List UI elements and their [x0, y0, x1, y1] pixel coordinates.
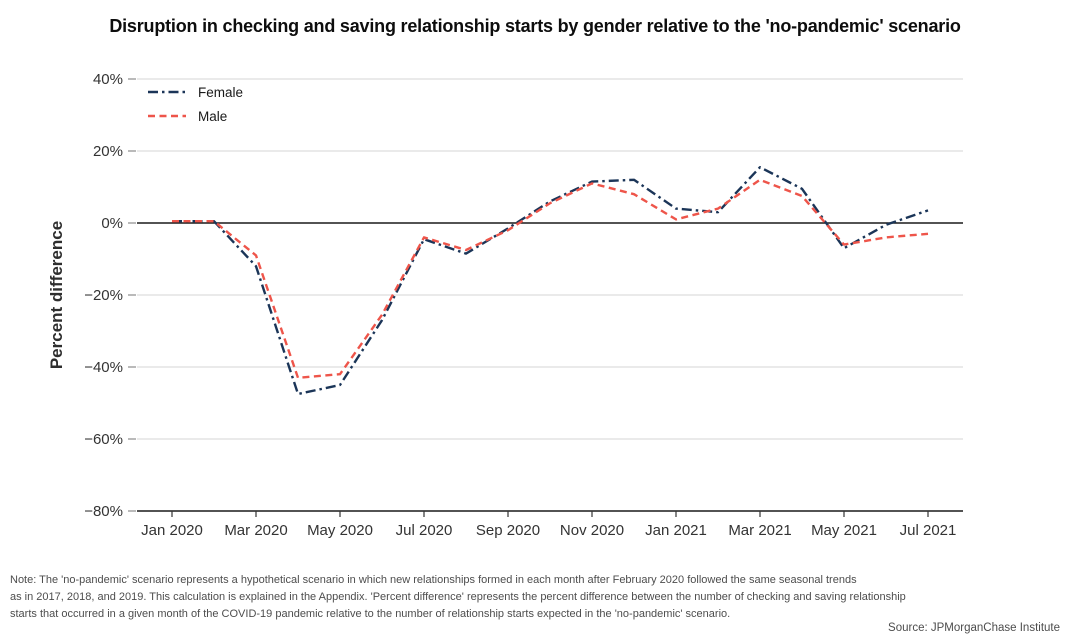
female-line-swatch [148, 90, 186, 94]
y-tick-label: −20% [84, 287, 123, 304]
y-tick-label: 0% [101, 215, 123, 232]
chart-legend: Female Male [148, 80, 243, 128]
y-tick-label: 40% [93, 71, 123, 88]
x-tick-label: Sep 2020 [476, 522, 540, 539]
y-tick-label: −40% [84, 359, 123, 376]
note-line: as in 2017, 2018, and 2019. This calcula… [10, 591, 906, 603]
x-tick-label: Mar 2020 [224, 522, 287, 539]
source-text: Source: JPMorganChase Institute [888, 622, 1060, 634]
legend-item-male: Male [148, 104, 243, 128]
note-line: starts that occurred in a given month of… [10, 608, 731, 620]
series-line-male [172, 178, 929, 379]
x-tick-label: Jan 2020 [141, 522, 203, 539]
legend-label-female: Female [198, 84, 244, 100]
note-line: Note: The 'no-pandemic' scenario represe… [10, 574, 857, 586]
chart-title: Disruption in checking and saving relati… [109, 16, 961, 36]
note-text: Note: The 'no-pandemic' scenario represe… [10, 572, 1060, 623]
line-chart: 40% 20% 0% −20% −40% −60% −80% Jan 2020 Mar 2020… [84, 71, 963, 539]
y-axis-label: Percent difference [47, 220, 66, 370]
x-tick-label: Jan 2021 [645, 522, 707, 539]
legend-item-female: Female [148, 80, 243, 104]
x-tick-label: Mar 2021 [728, 522, 791, 539]
y-tick-label: −80% [84, 503, 123, 520]
x-tick-label: May 2020 [307, 522, 373, 539]
x-tick-label: Jul 2020 [396, 522, 453, 539]
y-tick-label: 20% [93, 143, 123, 160]
legend-label-male: Male [198, 108, 228, 124]
x-tick-label: Jul 2021 [900, 522, 957, 539]
male-line-swatch [148, 114, 186, 118]
series-line-female [172, 165, 929, 396]
y-tick-label: −60% [84, 431, 123, 448]
x-tick-label: May 2021 [811, 522, 877, 539]
x-tick-label: Nov 2020 [560, 522, 624, 539]
